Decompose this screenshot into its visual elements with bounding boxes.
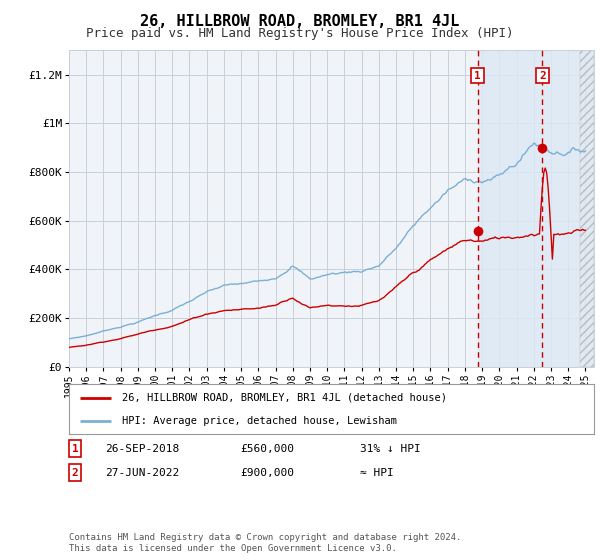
- Bar: [478, 50, 594, 367]
- Text: 31% ↓ HPI: 31% ↓ HPI: [360, 444, 421, 454]
- Text: 2: 2: [71, 468, 79, 478]
- Text: 2: 2: [539, 71, 546, 81]
- Text: £560,000: £560,000: [240, 444, 294, 454]
- Text: 1: 1: [71, 444, 79, 454]
- Text: HPI: Average price, detached house, Lewisham: HPI: Average price, detached house, Lewi…: [121, 417, 397, 426]
- Text: 27-JUN-2022: 27-JUN-2022: [105, 468, 179, 478]
- Bar: [580, 50, 594, 367]
- Text: £900,000: £900,000: [240, 468, 294, 478]
- Text: ≈ HPI: ≈ HPI: [360, 468, 394, 478]
- Text: Price paid vs. HM Land Registry's House Price Index (HPI): Price paid vs. HM Land Registry's House …: [86, 27, 514, 40]
- Text: 1: 1: [474, 71, 481, 81]
- Text: 26, HILLBROW ROAD, BROMLEY, BR1 4JL (detached house): 26, HILLBROW ROAD, BROMLEY, BR1 4JL (det…: [121, 393, 446, 403]
- Text: 26, HILLBROW ROAD, BROMLEY, BR1 4JL: 26, HILLBROW ROAD, BROMLEY, BR1 4JL: [140, 14, 460, 29]
- Text: 26-SEP-2018: 26-SEP-2018: [105, 444, 179, 454]
- Text: Contains HM Land Registry data © Crown copyright and database right 2024.
This d: Contains HM Land Registry data © Crown c…: [69, 533, 461, 553]
